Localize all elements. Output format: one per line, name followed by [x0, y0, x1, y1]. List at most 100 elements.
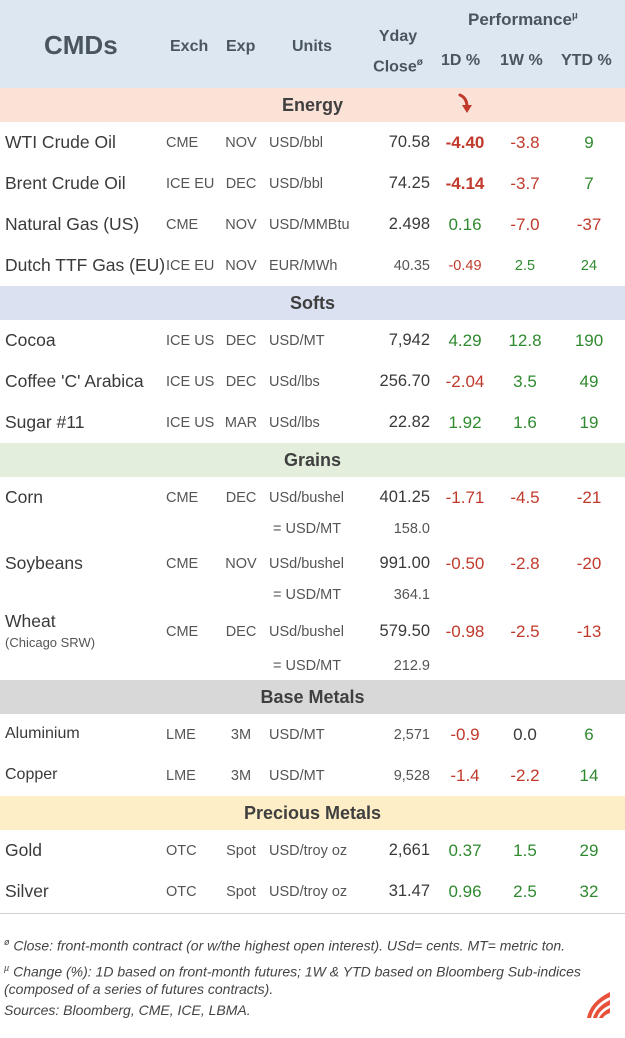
- row-exch: CME: [166, 490, 199, 506]
- row-exch: ICE EU: [166, 258, 215, 274]
- row-close: 31.47: [388, 882, 430, 900]
- table-row-silver: Silver OTC Spot USD/troy oz 31.47 0.96 2…: [0, 871, 625, 911]
- row-close: 9,528: [393, 768, 430, 784]
- row-exch: ICE EU: [166, 176, 215, 192]
- row-1w: -4.5: [510, 488, 540, 507]
- row-name: Dutch TTF Gas (EU): [5, 255, 166, 275]
- row-units: USD/MT: [269, 768, 325, 784]
- brand-logo-icon: [587, 992, 610, 1018]
- footnote-change: µ Change (%): 1D based on front-month fu…: [4, 958, 581, 982]
- row-exch: CME: [166, 135, 199, 151]
- row-name: Silver: [5, 881, 49, 901]
- col-performance: Performanceµ: [468, 10, 578, 30]
- row-1w: 2.5: [513, 882, 537, 901]
- row-1d: 4.29: [448, 331, 482, 350]
- row-conv-units: = USD/MT: [273, 658, 342, 674]
- row-name: Wheat: [5, 611, 56, 631]
- row-1d: -4.14: [445, 174, 485, 193]
- row-1w: -2.5: [510, 622, 540, 641]
- row-exp: NOV: [225, 258, 257, 274]
- row-units: USD/MMBtu: [269, 217, 350, 233]
- footnote-change-text: Change (%): 1D based on front-month futu…: [9, 963, 581, 980]
- row-exp: 3M: [230, 727, 252, 743]
- row-name: Brent Crude Oil: [5, 173, 126, 193]
- footer-divider: [0, 913, 625, 914]
- row-ytd: 190: [574, 331, 604, 350]
- row-1w: -3.8: [510, 133, 540, 152]
- row-conv-units: = USD/MT: [273, 587, 342, 603]
- row-units: USd/bushel: [269, 556, 344, 572]
- table-row-wheat: Wheat (Chicago SRW) CME DEC USd/bushel 5…: [0, 609, 625, 681]
- row-exp: DEC: [225, 333, 257, 349]
- row-close: 2,571: [393, 727, 430, 743]
- table-row-ttf: Dutch TTF Gas (EU) ICE EU NOV EUR/MWh 40…: [0, 245, 625, 285]
- row-units: USD/troy oz: [269, 884, 348, 900]
- row-exp: NOV: [225, 556, 257, 572]
- row-ytd: 14: [579, 766, 599, 785]
- table-row-natgas: Natural Gas (US) CME NOV USD/MMBtu 2.498…: [0, 204, 625, 244]
- row-units: USD/bbl: [269, 176, 323, 192]
- row-1w: -3.7: [510, 174, 540, 193]
- row-exch: LME: [166, 768, 196, 784]
- table-row-gold: Gold OTC Spot USD/troy oz 2,661 0.37 1.5…: [0, 830, 625, 870]
- row-conv-units: = USD/MT: [273, 521, 342, 537]
- row-close: 991.00: [379, 554, 430, 572]
- row-conv-close: 158.0: [393, 521, 430, 537]
- footnote-change-cont: (composed of a series of futures contrac…: [4, 981, 274, 997]
- table-title: CMDs: [44, 30, 118, 60]
- row-name: Aluminium: [5, 725, 80, 742]
- row-exch: LME: [166, 727, 196, 743]
- row-exp: NOV: [225, 217, 257, 233]
- col-yday-line1: Yday: [378, 28, 418, 45]
- row-1w: 1.5: [513, 841, 537, 860]
- row-1w: 1.6: [513, 413, 537, 432]
- row-ytd: 29: [579, 841, 599, 860]
- table-row-corn: Corn CME DEC USd/bushel 401.25 -1.71 -4.…: [0, 477, 625, 543]
- col-exp: Exp: [226, 38, 256, 55]
- row-exch: OTC: [166, 843, 197, 859]
- col-exch: Exch: [170, 38, 209, 55]
- table-header: CMDs Exch Exp Units Yday Closeø Performan…: [0, 0, 625, 88]
- row-units: USD/MT: [269, 333, 325, 349]
- row-close: 74.25: [388, 174, 430, 192]
- row-units: USd/lbs: [269, 415, 320, 431]
- table-row-copper: Copper LME 3M USD/MT 9,528 -1.4 -2.2 14: [0, 755, 625, 795]
- row-units: USD/troy oz: [269, 843, 348, 859]
- row-exch: CME: [166, 217, 199, 233]
- row-1d: -2.04: [445, 372, 485, 391]
- row-exp: DEC: [225, 624, 257, 640]
- row-conv-close: 212.9: [393, 658, 430, 674]
- row-1d: -0.49: [448, 258, 482, 274]
- table-row-coffee: Coffee 'C' Arabica ICE US DEC USd/lbs 25…: [0, 361, 625, 401]
- section-energy: Energy: [0, 88, 625, 122]
- row-1w: -2.2: [510, 766, 540, 785]
- row-ytd: 49: [579, 372, 599, 391]
- section-base-metals: Base Metals: [0, 680, 625, 714]
- row-1w: -2.8: [510, 554, 540, 573]
- col-yday-mark: ø: [416, 57, 423, 68]
- row-1d: 0.37: [448, 841, 482, 860]
- row-exch: ICE US: [166, 415, 215, 431]
- row-1d: 1.92: [448, 413, 482, 432]
- row-exp: NOV: [225, 135, 257, 151]
- row-exp: Spot: [226, 884, 256, 900]
- row-ytd: -13: [576, 622, 602, 641]
- col-yday-line2: Close: [373, 58, 417, 76]
- row-name: Gold: [5, 840, 42, 860]
- footnote-close-mark: ø: [4, 937, 10, 947]
- section-grains: Grains: [0, 443, 625, 477]
- row-ytd: 9: [584, 133, 594, 152]
- footnote-close-text: Close: front-month contract (or w/the hi…: [9, 937, 566, 954]
- row-ytd: 24: [580, 258, 598, 274]
- section-softs: Softs: [0, 286, 625, 320]
- row-1w: -7.0: [510, 215, 540, 234]
- row-exch: CME: [166, 556, 199, 572]
- row-1d: 0.16: [448, 215, 482, 234]
- table-row-sugar: Sugar #11 ICE US MAR USd/lbs 22.82 1.92 …: [0, 402, 625, 442]
- row-exch: ICE US: [166, 333, 215, 349]
- row-close: 22.82: [388, 413, 430, 431]
- col-1d: 1D %: [441, 52, 481, 69]
- row-units: USD/bbl: [269, 135, 323, 151]
- col-units: Units: [292, 38, 332, 55]
- row-1w: 0.0: [513, 725, 537, 744]
